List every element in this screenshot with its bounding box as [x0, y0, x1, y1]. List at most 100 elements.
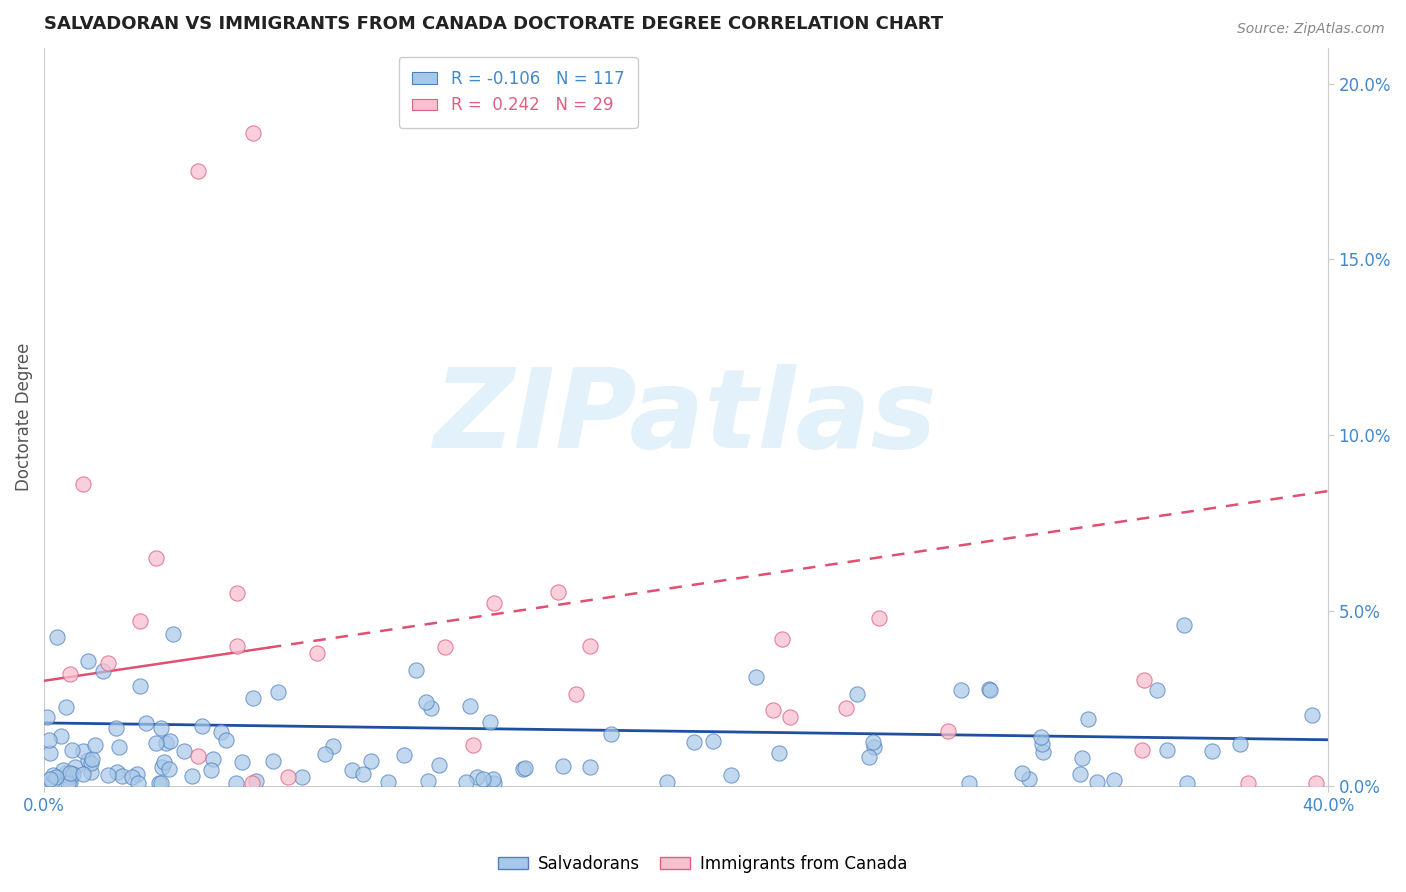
Point — [479, 715, 502, 730]
Point — [858, 749, 880, 764]
Point — [1011, 766, 1033, 780]
Point — [111, 769, 134, 783]
Point — [1069, 766, 1091, 780]
Point — [977, 681, 1000, 696]
Point — [59, 770, 82, 784]
Point — [173, 744, 195, 758]
Point — [181, 769, 204, 783]
Point — [1031, 730, 1053, 744]
Point — [845, 687, 868, 701]
Point — [1146, 683, 1168, 698]
Point — [415, 695, 437, 709]
Point — [1305, 775, 1327, 789]
Point — [45, 770, 67, 784]
Point — [416, 774, 439, 789]
Point — [657, 774, 679, 789]
Point — [145, 550, 167, 565]
Point — [1032, 745, 1054, 759]
Point — [868, 610, 890, 624]
Point — [150, 759, 173, 773]
Point — [579, 760, 602, 774]
Point — [1071, 750, 1094, 764]
Point — [377, 775, 399, 789]
Point — [779, 710, 801, 724]
Point — [291, 770, 314, 784]
Point — [97, 656, 120, 670]
Text: Source: ZipAtlas.com: Source: ZipAtlas.com — [1237, 22, 1385, 37]
Point — [461, 738, 484, 752]
Point — [72, 767, 94, 781]
Legend: Salvadorans, Immigrants from Canada: Salvadorans, Immigrants from Canada — [492, 848, 914, 880]
Point — [77, 654, 100, 668]
Point — [1301, 707, 1323, 722]
Point — [482, 775, 505, 789]
Point — [104, 721, 127, 735]
Point — [405, 663, 427, 677]
Point — [80, 764, 103, 779]
Point — [209, 724, 232, 739]
Point — [744, 670, 766, 684]
Point — [145, 736, 167, 750]
Point — [80, 756, 103, 770]
Point — [1237, 775, 1260, 789]
Point — [1156, 743, 1178, 757]
Point — [979, 682, 1001, 697]
Point — [957, 775, 980, 789]
Point — [1130, 743, 1153, 757]
Point — [1201, 744, 1223, 758]
Point — [702, 734, 724, 748]
Point — [72, 744, 94, 758]
Point — [242, 690, 264, 705]
Point — [52, 764, 75, 778]
Point — [762, 703, 785, 717]
Point — [37, 710, 59, 724]
Point — [225, 639, 247, 653]
Point — [159, 733, 181, 747]
Point — [579, 639, 602, 653]
Point — [121, 770, 143, 784]
Point — [42, 767, 65, 781]
Text: ZIPatlas: ZIPatlas — [434, 364, 938, 471]
Point — [80, 752, 103, 766]
Point — [240, 775, 263, 789]
Point — [150, 775, 173, 789]
Point — [55, 765, 77, 780]
Point — [512, 762, 534, 776]
Point — [153, 755, 176, 769]
Point — [72, 477, 94, 491]
Point — [1031, 737, 1053, 751]
Point — [768, 746, 790, 760]
Legend: R = -0.106   N = 117, R =  0.242   N = 29: R = -0.106 N = 117, R = 0.242 N = 29 — [399, 57, 638, 128]
Point — [472, 772, 495, 786]
Point — [863, 739, 886, 754]
Point — [360, 754, 382, 768]
Point — [105, 765, 128, 780]
Point — [135, 715, 157, 730]
Point — [46, 630, 69, 644]
Point — [683, 734, 706, 748]
Point — [187, 749, 209, 764]
Point — [39, 746, 62, 760]
Point — [547, 585, 569, 599]
Point — [1133, 673, 1156, 687]
Point — [267, 685, 290, 699]
Point — [59, 765, 82, 780]
Point — [419, 700, 441, 714]
Point — [187, 164, 209, 178]
Point — [465, 770, 488, 784]
Point — [150, 721, 173, 735]
Point — [305, 646, 328, 660]
Point — [263, 754, 285, 768]
Point — [835, 700, 858, 714]
Point — [862, 735, 884, 749]
Point — [127, 775, 149, 789]
Point — [936, 724, 959, 739]
Point — [245, 773, 267, 788]
Point — [225, 586, 247, 600]
Point — [1102, 772, 1125, 787]
Point — [63, 760, 86, 774]
Text: SALVADORAN VS IMMIGRANTS FROM CANADA DOCTORATE DEGREE CORRELATION CHART: SALVADORAN VS IMMIGRANTS FROM CANADA DOC… — [44, 15, 943, 33]
Point — [215, 733, 238, 747]
Point — [242, 126, 264, 140]
Point — [200, 763, 222, 777]
